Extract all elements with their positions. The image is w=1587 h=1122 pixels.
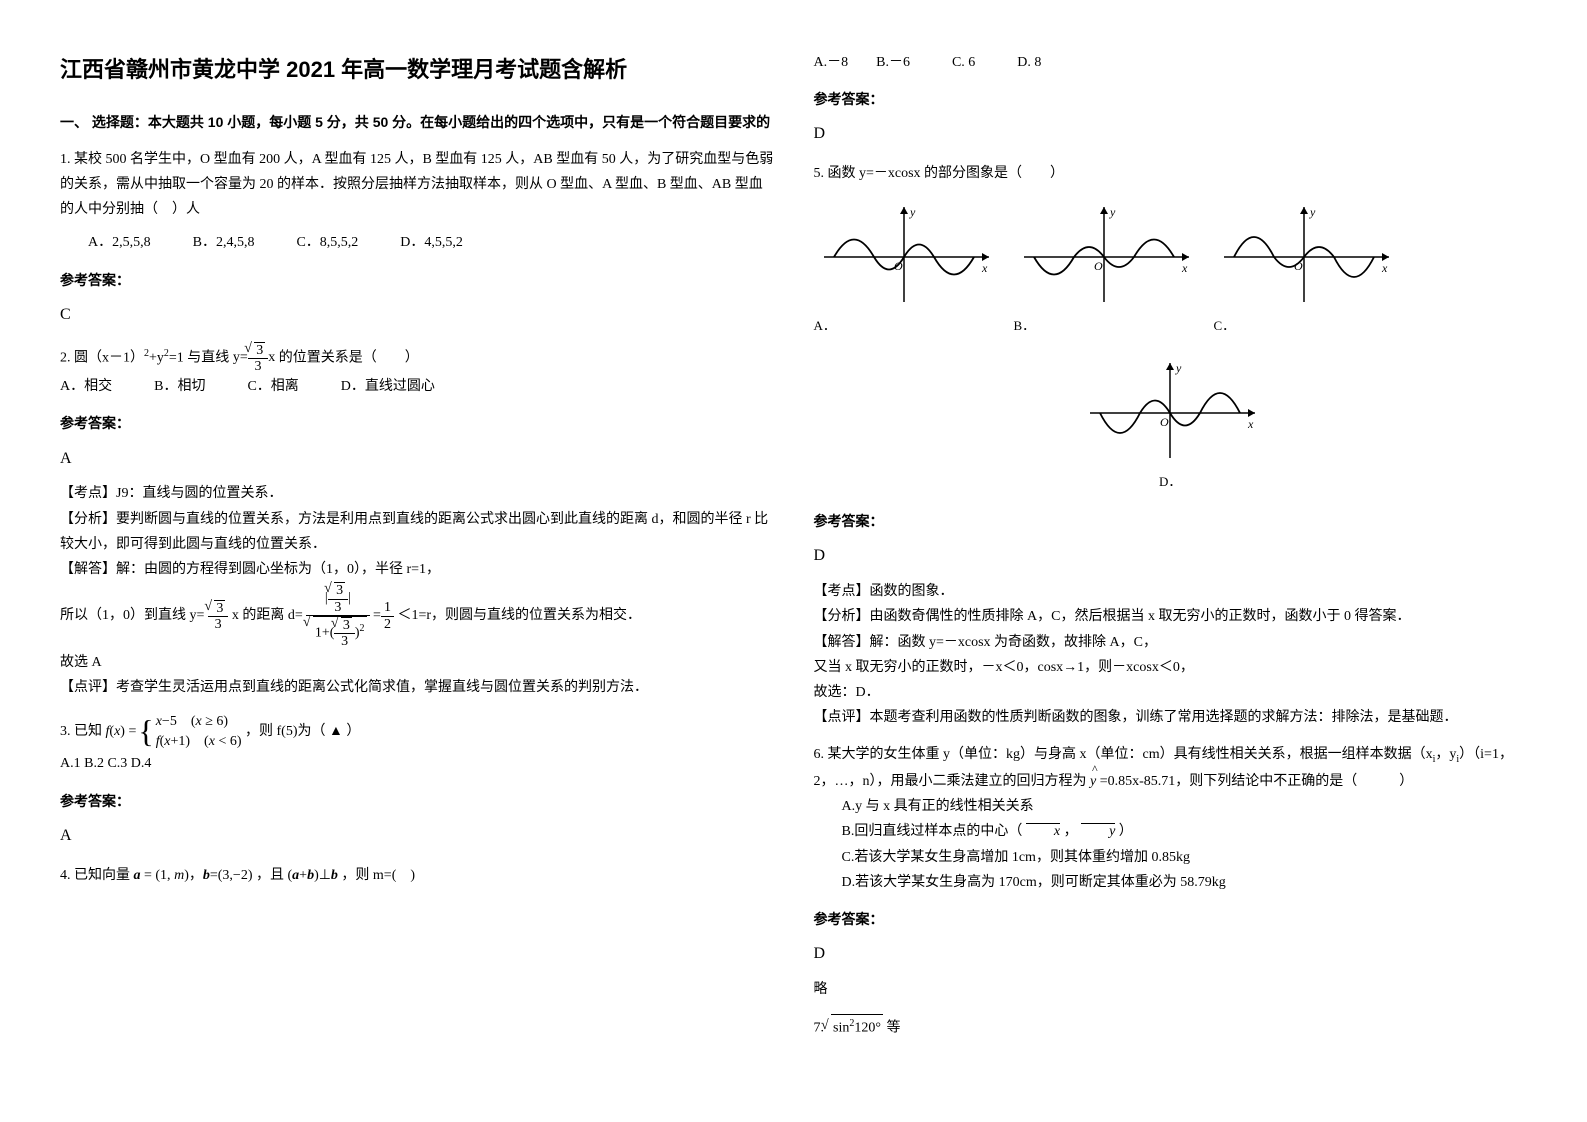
- q1-ans: C: [60, 301, 774, 330]
- question-3: 3. 已知 f(x) = { x−5 (x ≥ 6) f(x+1) (x < 6…: [60, 712, 774, 850]
- q6-opt-d: D.若该大学某女生身高为 170cm，则可断定其体重必为 58.79kg: [814, 870, 1528, 895]
- q2-text-c: =1 与直线: [169, 350, 233, 365]
- q2-jieda1: 【解答】解：由圆的方程得到圆心坐标为（1，0），半径 r=1，: [60, 557, 774, 582]
- q3-options: A.1 B.2 C.3 D.4: [60, 751, 774, 776]
- question-7: 7. sin2120° 等: [814, 1014, 1528, 1041]
- q5-ans: D: [814, 542, 1528, 571]
- svg-text:y: y: [909, 205, 916, 219]
- q2-fenxi: 【分析】要判断圆与直线的位置关系，方法是利用点到直线的距离公式求出圆心到此直线的…: [60, 507, 774, 557]
- q1-ans-label: 参考答案：: [60, 268, 774, 293]
- q6-text-b: ，y: [1435, 747, 1456, 762]
- q6-ans-label: 参考答案：: [814, 907, 1528, 932]
- svg-text:x: x: [981, 261, 988, 275]
- q6-text-d: =0.85x-85.71，则下列结论中不正确的是（ ）: [1100, 774, 1414, 789]
- q2-text-b: +y: [149, 350, 164, 365]
- q6-text-a: 6. 某大学的女生体重 y（单位：kg）与身高 x（单位：cm）具有线性相关关系…: [814, 747, 1433, 762]
- q2-jieda2c: ＜1=r，则圆与直线的位置关系为相交．: [397, 608, 641, 623]
- q6-ans: D: [814, 940, 1528, 969]
- section-1-head: 一、 选择题：本大题共 10 小题，每小题 5 分，共 50 分。在每小题给出的…: [60, 110, 774, 135]
- q5-label-c: C．: [1214, 314, 1394, 337]
- q5-graph-a-wrap: y x O A．: [814, 202, 994, 337]
- question-1: 1. 某校 500 名学生中，O 型血有 200 人，A 型血有 125 人，B…: [60, 147, 774, 330]
- svg-text:x: x: [1381, 261, 1388, 275]
- q6-opt-c: C.若该大学某女生身高增加 1cm，则其体重约增加 0.85kg: [814, 845, 1528, 870]
- q3-text: 3. 已知 f(x) = { x−5 (x ≥ 6) f(x+1) (x < 6…: [60, 712, 774, 751]
- q6-opt-b-b: ，: [1064, 824, 1078, 839]
- q5-graph-c-wrap: y x O C．: [1214, 202, 1394, 337]
- q5-label-b: B．: [1014, 314, 1194, 337]
- q5-guxuan: 故选：D．: [814, 680, 1528, 705]
- q2-text-d: 的位置关系是（ ）: [279, 350, 419, 365]
- q5-ans-label: 参考答案：: [814, 509, 1528, 534]
- q6-opt-b-c: ）: [1119, 824, 1133, 839]
- q5-text: 5. 函数 y=－xcosx 的部分图象是（ ）: [814, 161, 1528, 186]
- q5-jieda2: 又当 x 取无穷小的正数时，－x＜0，cosx→1，则－xcosx＜0，: [814, 655, 1528, 680]
- q7-text-b: 等: [886, 1021, 900, 1036]
- q5-graph-a: y x O: [814, 202, 994, 312]
- svg-text:y: y: [1109, 205, 1116, 219]
- right-column: A.－8 B.－6 C. 6 D. 8 参考答案： D 5. 函数 y=－xco…: [814, 50, 1528, 1041]
- q2-text: 2. 圆（x－1）2+y2=1 与直线 y= 33x 的位置关系是（ ）: [60, 342, 774, 375]
- q5-fenxi: 【分析】由函数奇偶性的性质排除 A，C，然后根据当 x 取无穷小的正数时，函数小…: [814, 604, 1528, 629]
- question-5: 5. 函数 y=－xcosx 的部分图象是（ ） y x O: [814, 161, 1528, 730]
- q5-label-d: D．: [1080, 470, 1260, 493]
- q2-jieda2b: x 的距离 d=: [232, 608, 303, 623]
- svg-text:y: y: [1175, 361, 1182, 375]
- q5-graph-b: y x O: [1014, 202, 1194, 312]
- svg-text:x: x: [1181, 261, 1188, 275]
- q3-text-a: 3. 已知: [60, 724, 106, 739]
- q2-guxuan: 故选 A: [60, 650, 774, 675]
- q6-opt-b: B.回归直线过样本点的中心（ x ， y ）: [814, 819, 1528, 844]
- svg-text:y: y: [1309, 205, 1316, 219]
- q5-label-a: A．: [814, 314, 994, 337]
- q6-opt-a: A.y 与 x 具有正的线性相关关系: [814, 794, 1528, 819]
- q2-ans-label: 参考答案：: [60, 411, 774, 436]
- q4-text-c: ，则 m=( ): [341, 868, 415, 883]
- q2-kaodian: 【考点】J9：直线与圆的位置关系．: [60, 481, 774, 506]
- question-4: 4. 已知向量 a = (1, m)，b=(3,−2) ，且 (a+b)⊥b ，…: [60, 863, 774, 888]
- q5-graph-d: y x O: [1080, 358, 1260, 468]
- q3-ans: A: [60, 822, 774, 851]
- q1-text: 1. 某校 500 名学生中，O 型血有 200 人，A 型血有 125 人，B…: [60, 147, 774, 223]
- q4-ans-label: 参考答案：: [814, 87, 1528, 112]
- q4-options: A.－8 B.－6 C. 6 D. 8: [814, 50, 1528, 75]
- q5-graph-d-wrap: y x O D．: [814, 358, 1528, 493]
- q5-graph-row: y x O A．: [814, 202, 1528, 493]
- q6-opt-b-a: B.回归直线过样本点的中心（: [842, 824, 1023, 839]
- q3-piecewise: f(x) = { x−5 (x ≥ 6) f(x+1) (x < 6): [106, 712, 242, 751]
- q1-options: A．2,5,5,8 B．2,4,5,8 C．8,5,5,2 D．4,5,5,2: [88, 230, 774, 255]
- q6-lve: 略: [814, 977, 1528, 1002]
- question-6: 6. 某大学的女生体重 y（单位：kg）与身高 x（单位：cm）具有线性相关关系…: [814, 742, 1528, 1002]
- q5-graph-b-wrap: y x O B．: [1014, 202, 1194, 337]
- q5-dianping: 【点评】本题考查利用函数的性质判断函数的图象，训练了常用选择题的求解方法：排除法…: [814, 705, 1528, 730]
- q2-jieda2a: 所以（1，0）到直线 y=: [60, 608, 208, 623]
- q5-kaodian: 【考点】函数的图象．: [814, 579, 1528, 604]
- left-column: 江西省赣州市黄龙中学 2021 年高一数学理月考试题含解析 一、 选择题：本大题…: [60, 50, 774, 1041]
- q2-line-eq: y= 33x: [233, 350, 275, 365]
- q6-text: 6. 某大学的女生体重 y（单位：kg）与身高 x（单位：cm）具有线性相关关系…: [814, 742, 1528, 794]
- q4-text-b: ，且: [256, 868, 288, 883]
- q2-text-a: 2. 圆（x－1）: [60, 350, 144, 365]
- svg-text:x: x: [1247, 417, 1254, 431]
- svg-text:O: O: [1160, 415, 1169, 429]
- q4-text: 4. 已知向量 a = (1, m)，b=(3,−2) ，且 (a+b)⊥b ，…: [60, 863, 774, 888]
- svg-text:O: O: [1094, 259, 1103, 273]
- q5-graph-c: y x O: [1214, 202, 1394, 312]
- q4-ans: D: [814, 120, 1528, 149]
- question-2: 2. 圆（x－1）2+y2=1 与直线 y= 33x 的位置关系是（ ） A．相…: [60, 342, 774, 701]
- q3-text-b: ，则 f(5)为（ ▲ ）: [245, 724, 360, 739]
- q2-jieda2: 所以（1，0）到直线 y= 33 x 的距离 d= | 33| 1+( 33)2…: [60, 582, 774, 650]
- q4-text-a: 4. 已知向量: [60, 868, 134, 883]
- q2-options: A．相交 B．相切 C．相离 D．直线过圆心: [60, 374, 774, 399]
- q2-dianping: 【点评】考查学生灵活运用点到直线的距离公式化简求值，掌握直线与圆位置关系的判别方…: [60, 675, 774, 700]
- doc-title: 江西省赣州市黄龙中学 2021 年高一数学理月考试题含解析: [60, 50, 774, 90]
- q2-ans: A: [60, 445, 774, 474]
- q5-jieda1: 【解答】解：函数 y=－xcosx 为奇函数，故排除 A，C，: [814, 630, 1528, 655]
- q3-ans-label: 参考答案：: [60, 789, 774, 814]
